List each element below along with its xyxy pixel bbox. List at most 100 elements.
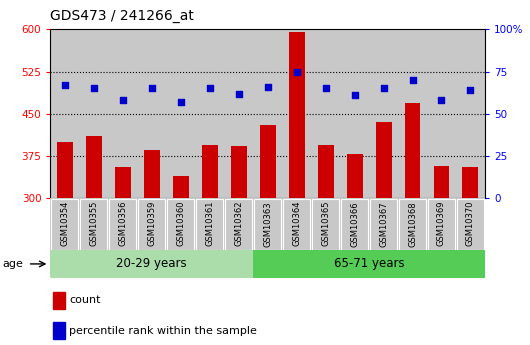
Text: GSM10365: GSM10365 [321,201,330,246]
Text: count: count [69,295,101,305]
Bar [254,199,281,250]
Bar [404,102,420,198]
Bar [196,29,224,198]
Text: GSM10355: GSM10355 [90,201,98,246]
Text: GDS473 / 241266_at: GDS473 / 241266_at [50,9,194,23]
Bar [80,29,108,198]
Point [60,82,69,88]
Bar [109,29,137,198]
Bar [456,29,484,198]
Bar [312,199,339,250]
Bar [53,322,65,339]
Bar [225,29,253,198]
Bar [260,125,276,198]
Text: GSM10360: GSM10360 [176,201,185,246]
Bar [398,29,427,198]
Bar [428,29,455,198]
Bar [224,29,253,198]
Bar [138,29,166,198]
Bar [196,199,223,250]
Bar [231,146,246,198]
Text: GSM10366: GSM10366 [350,201,359,247]
Text: GSM10363: GSM10363 [263,201,272,247]
Point [408,77,417,83]
Text: GSM10367: GSM10367 [379,201,388,247]
Bar [167,199,195,250]
Bar [57,142,73,198]
Bar [434,166,449,198]
Point [379,86,388,91]
Bar [51,199,78,250]
Bar [463,167,479,198]
Text: age: age [3,259,23,269]
Text: GSM10368: GSM10368 [408,201,417,247]
Bar [347,155,363,198]
Bar [317,145,333,198]
Bar [311,29,340,198]
Point [437,98,446,103]
Text: GSM10354: GSM10354 [60,201,69,246]
Text: 20-29 years: 20-29 years [117,257,187,270]
Bar [109,199,136,250]
Bar [341,29,368,198]
Point [466,87,475,93]
Bar [282,199,310,250]
Text: GSM10361: GSM10361 [205,201,214,246]
Bar [289,32,305,198]
Bar [254,29,281,198]
Point [293,69,301,74]
Bar [225,199,252,250]
Point [90,86,98,91]
Bar [253,29,282,198]
Point [119,98,127,103]
Bar [50,250,253,278]
Point [263,84,272,90]
Point [350,92,359,98]
Bar [369,29,398,198]
Bar [80,199,108,250]
Bar [195,29,224,198]
Bar [399,199,426,250]
Point [234,91,243,96]
Point [321,86,330,91]
Text: 65-71 years: 65-71 years [334,257,404,270]
Bar [341,199,368,250]
Point [176,99,185,105]
Bar [173,176,189,198]
Bar [369,199,397,250]
Bar [86,136,102,198]
Bar [51,29,79,198]
Bar [312,29,340,198]
Bar [427,29,456,198]
Bar [80,29,108,198]
Text: GSM10356: GSM10356 [118,201,127,246]
Bar [53,292,65,309]
Text: GSM10370: GSM10370 [466,201,475,246]
Bar [399,29,427,198]
Bar [456,29,485,198]
Text: GSM10364: GSM10364 [292,201,301,246]
Bar [369,29,398,198]
Bar [340,29,369,198]
Bar [167,29,195,198]
Bar [138,199,165,250]
Bar [166,29,195,198]
Bar [137,29,166,198]
Text: GSM10359: GSM10359 [147,201,156,246]
Bar [282,29,311,198]
Text: GSM10369: GSM10369 [437,201,446,246]
Bar [253,250,485,278]
Bar [50,29,80,198]
Text: percentile rank within the sample: percentile rank within the sample [69,326,258,335]
Bar [108,29,137,198]
Bar [115,167,131,198]
Bar [202,145,218,198]
Text: GSM10362: GSM10362 [234,201,243,246]
Bar [456,199,484,250]
Bar [144,150,160,198]
Bar [282,29,311,198]
Point [147,86,156,91]
Bar [428,199,455,250]
Bar [376,122,392,198]
Point [206,86,214,91]
